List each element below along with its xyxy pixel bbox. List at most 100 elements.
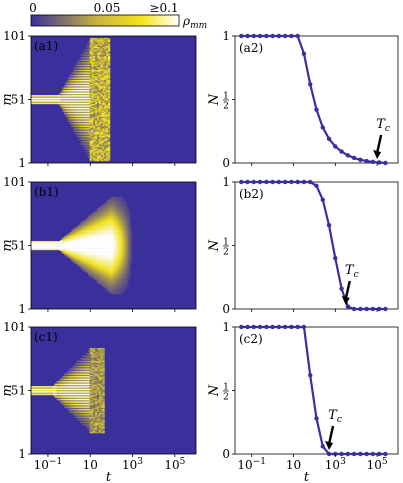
heatmap-cell xyxy=(106,98,109,101)
heatmap-cell xyxy=(117,272,120,275)
heatmap-cell xyxy=(120,202,124,205)
heatmap-cell xyxy=(120,218,124,220)
heatmap-cell xyxy=(104,81,107,83)
heatmap-cell xyxy=(45,96,48,98)
heatmap-cell xyxy=(75,124,78,126)
heatmap-cell xyxy=(87,388,91,391)
heatmap-cell xyxy=(115,270,118,272)
heatmap-cell xyxy=(91,246,94,248)
heatmap-cell xyxy=(64,248,67,251)
heatmap-cell xyxy=(104,263,107,266)
heatmap-cell xyxy=(100,159,103,162)
heatmap-cell xyxy=(102,68,105,70)
heatmap-cell xyxy=(95,73,98,75)
heatmap-cell xyxy=(67,235,70,238)
heatmap-cell xyxy=(106,288,109,290)
heatmap-cell xyxy=(102,44,105,46)
heatmap-cell xyxy=(95,153,98,155)
heatmap-cell xyxy=(84,255,87,257)
heatmap-cell xyxy=(111,233,114,235)
heatmap-cell xyxy=(86,386,89,388)
heatmap-cell xyxy=(67,403,70,406)
heatmap-cell xyxy=(86,408,89,411)
heatmap-cell xyxy=(82,120,85,122)
heatmap-cell xyxy=(108,74,111,77)
heatmap-cell xyxy=(117,234,120,237)
heatmap-cell xyxy=(104,82,107,84)
heatmap-cell xyxy=(104,215,107,218)
heatmap-cell xyxy=(97,128,100,130)
heatmap-cell xyxy=(82,257,85,260)
heatmap-cell xyxy=(73,128,76,130)
heatmap-cell xyxy=(87,78,91,81)
heatmap-cell xyxy=(91,121,94,124)
heatmap-cell xyxy=(93,76,96,78)
heatmap-cell xyxy=(93,87,96,89)
heatmap-cell xyxy=(60,243,63,246)
heatmap-cell xyxy=(126,253,129,256)
heatmap-cell xyxy=(93,117,96,120)
heatmap-cell xyxy=(86,392,89,394)
heatmap-cell xyxy=(87,49,91,51)
heatmap-cell xyxy=(106,115,109,117)
heatmap-cell xyxy=(91,382,94,384)
heatmap-cell xyxy=(108,133,111,135)
heatmap-cell xyxy=(113,244,116,247)
heatmap-cell xyxy=(80,106,83,108)
heatmap-cell xyxy=(65,100,69,102)
heatmap-cell xyxy=(111,200,114,202)
heatmap-cell xyxy=(117,202,120,205)
heatmap-cell xyxy=(95,128,98,130)
heatmap-cell xyxy=(73,402,76,405)
heatmap-cell xyxy=(67,103,70,106)
heatmap-cell xyxy=(108,116,111,119)
heatmap-cell xyxy=(106,285,109,287)
heatmap-cell xyxy=(98,252,102,254)
heatmap-cell xyxy=(102,136,105,139)
heatmap-cell xyxy=(106,232,109,234)
heatmap-cell xyxy=(108,73,111,75)
heatmap-cell xyxy=(120,279,124,281)
heatmap-cell xyxy=(56,394,59,397)
heatmap-cell xyxy=(76,135,80,138)
heatmap-cell xyxy=(82,74,85,77)
heatmap-cell xyxy=(64,392,67,394)
heatmap-cell xyxy=(69,107,72,110)
heatmap-cell xyxy=(89,96,92,98)
heatmap-cell xyxy=(78,79,81,82)
heatmap-cell xyxy=(89,354,92,356)
heatmap-cell xyxy=(64,106,67,108)
heatmap-cell xyxy=(91,429,94,431)
heatmap-cell xyxy=(98,101,102,103)
heatmap-cell xyxy=(89,152,92,154)
heatmap-cell xyxy=(78,375,81,378)
heatmap-cell xyxy=(82,391,85,393)
heatmap-cell xyxy=(86,135,89,138)
heatmap-cell xyxy=(109,288,113,290)
heatmap-cell xyxy=(95,269,98,271)
heatmap-cell xyxy=(89,148,92,150)
heatmap-cell xyxy=(130,262,133,265)
heatmap-cell xyxy=(108,147,111,149)
heatmap-cell xyxy=(106,78,109,81)
heatmap-cell xyxy=(91,119,94,121)
heatmap-cell xyxy=(42,95,45,97)
heatmap-cell xyxy=(109,238,113,240)
heatmap-cell xyxy=(67,400,70,402)
heatmap-cell xyxy=(122,205,125,207)
heatmap-cell xyxy=(97,142,100,144)
heatmap-cell xyxy=(115,252,118,254)
heatmap-cell xyxy=(113,233,116,235)
heatmap-cell xyxy=(91,215,94,218)
heatmap-cell xyxy=(97,277,100,280)
heatmap-cell xyxy=(87,100,91,102)
heatmap-cell xyxy=(89,72,92,74)
heatmap-cell xyxy=(109,261,113,263)
heatmap-cell xyxy=(100,274,103,276)
heatmap-cell xyxy=(75,109,78,111)
heatmap-cell xyxy=(76,242,80,244)
heatmap-cell xyxy=(93,67,96,69)
heatmap-cell xyxy=(117,241,120,243)
heatmap-cell xyxy=(106,109,109,111)
heatmap-cell xyxy=(87,63,91,65)
